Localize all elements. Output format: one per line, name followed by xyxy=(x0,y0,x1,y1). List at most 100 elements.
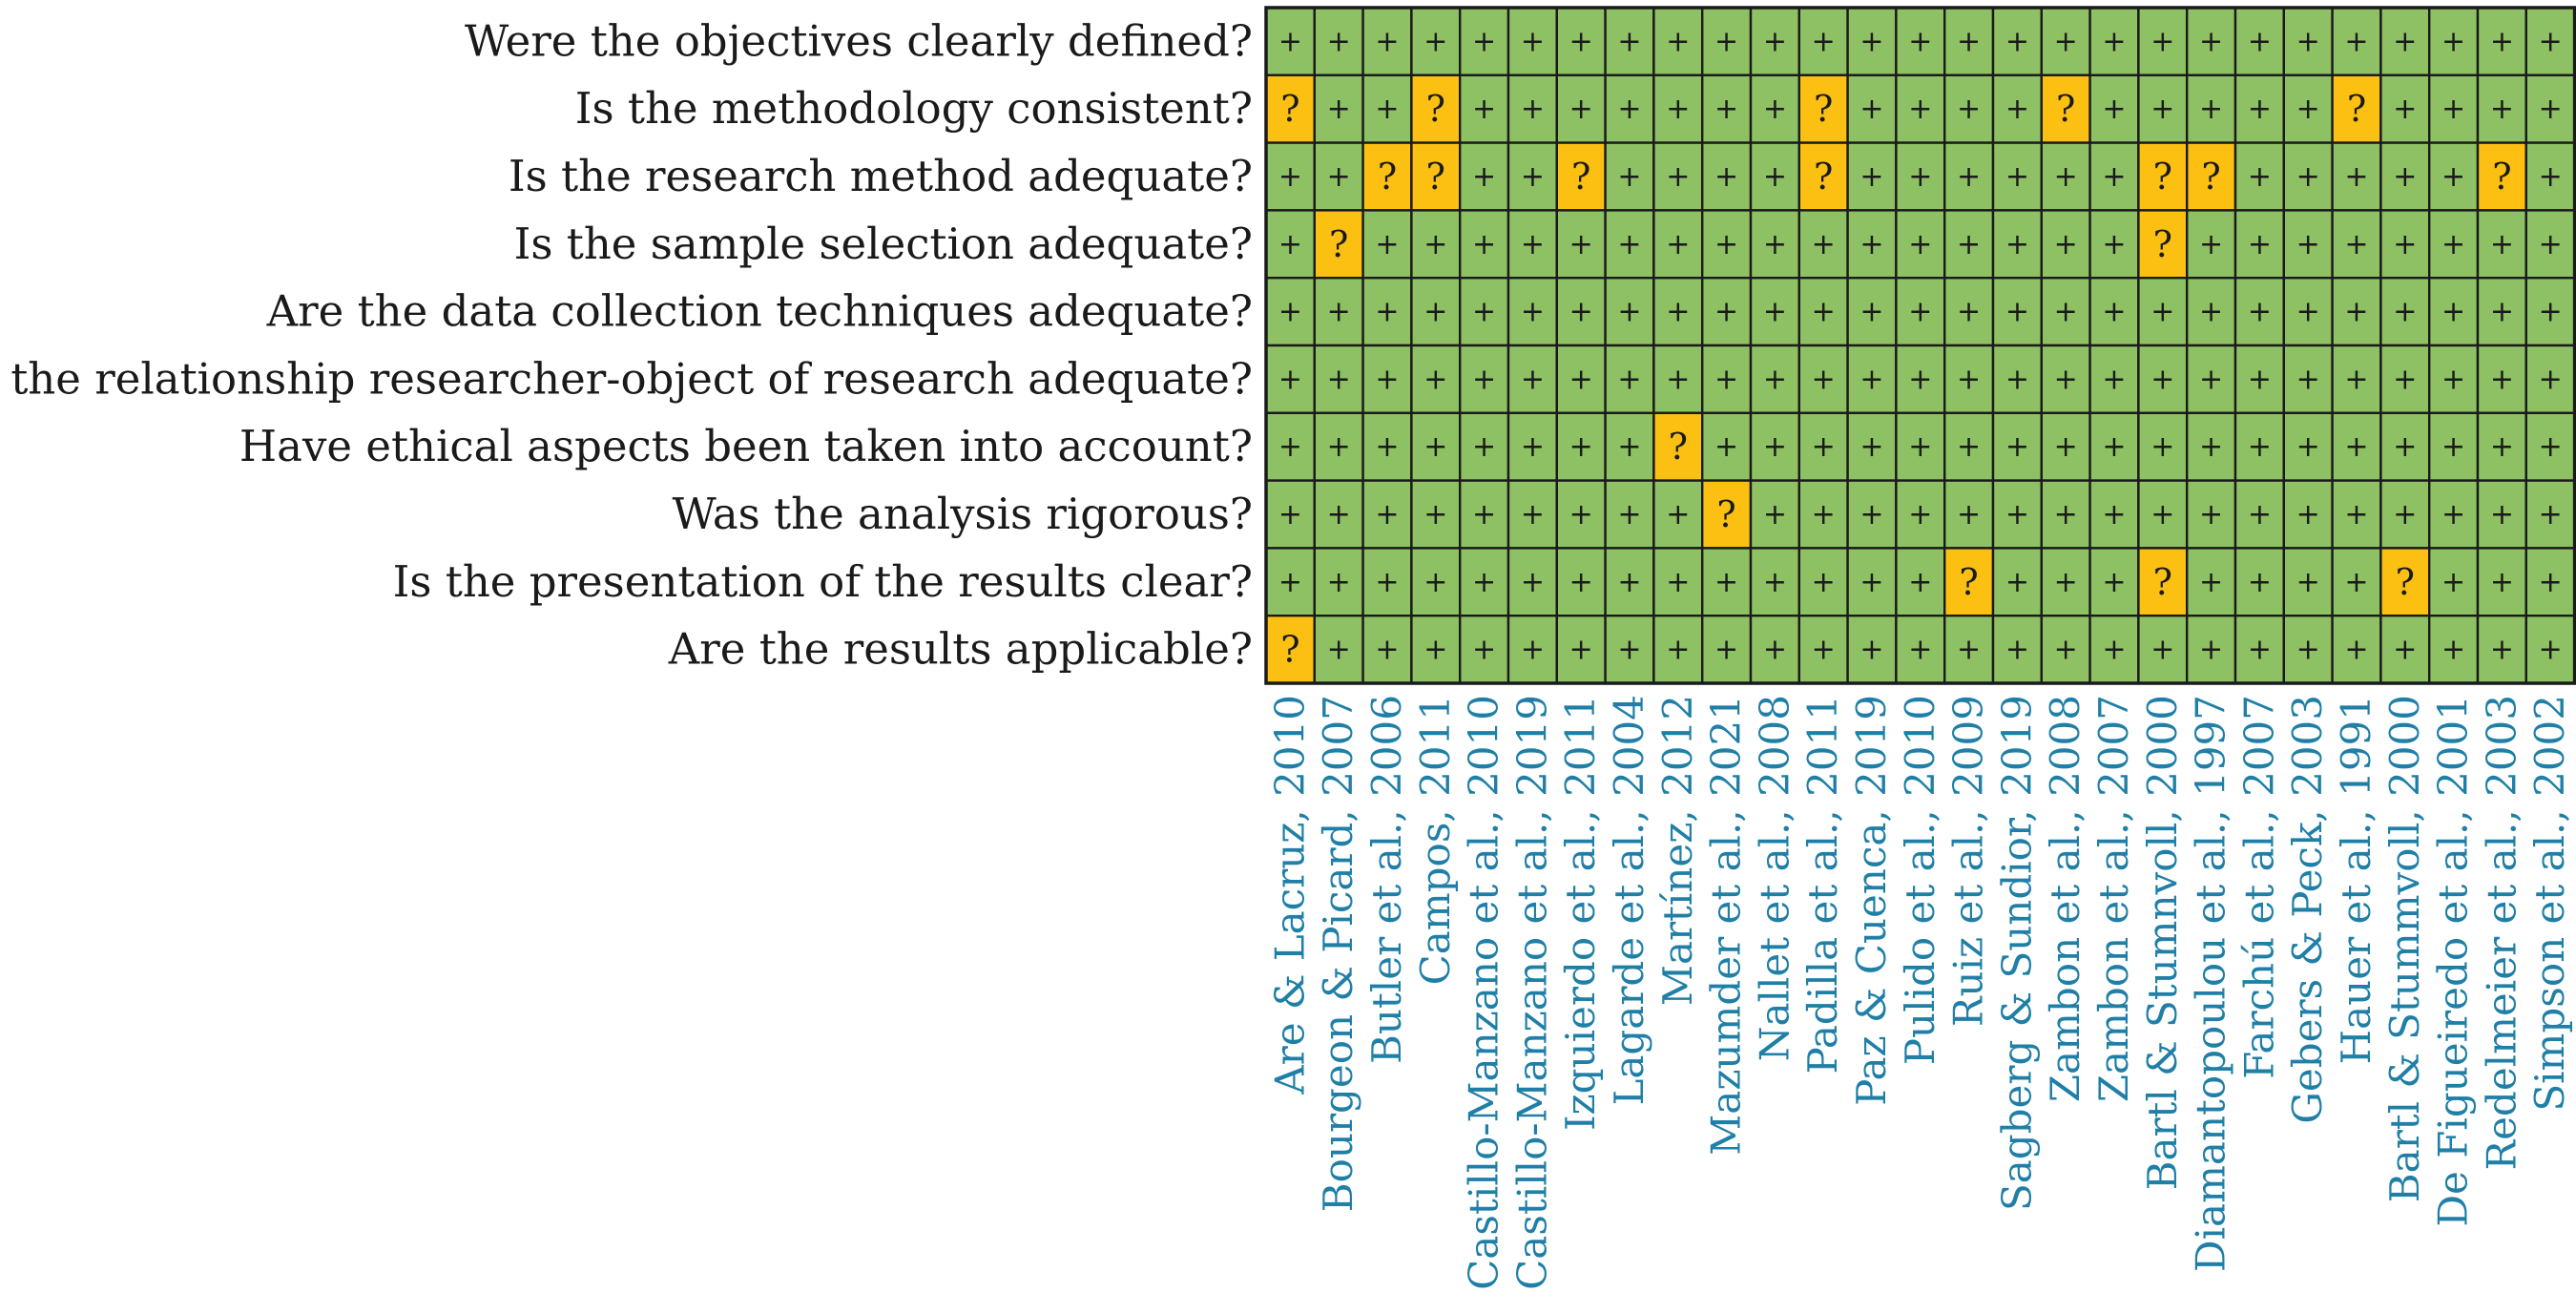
cell-yes xyxy=(2331,277,2382,347)
cell-mark-yes: + xyxy=(1666,25,1690,58)
cell-mark-yes: + xyxy=(1714,634,1738,667)
cell-yes xyxy=(2185,547,2237,617)
cell-mark-yes: + xyxy=(2441,363,2465,396)
cell-yes xyxy=(1895,615,1946,685)
cell-mark-yes: + xyxy=(2054,296,2078,329)
cell-mark-yes: + xyxy=(2490,363,2514,396)
cell-mark-unclear: ? xyxy=(2153,561,2172,603)
cell-yes xyxy=(1895,277,1946,347)
row-label: Was the analysis rigorous? xyxy=(672,489,1253,539)
cell-yes xyxy=(2185,411,2237,482)
cell-mark-yes: + xyxy=(1763,160,1787,194)
column-label: Nallet et al., 2008 xyxy=(1751,695,1797,1061)
cell-unclear xyxy=(1700,479,1753,550)
cell-yes xyxy=(1846,344,1898,415)
cell-mark-yes: + xyxy=(1423,296,1447,329)
cell-mark-yes: + xyxy=(1666,160,1690,194)
cell-mark-yes: + xyxy=(1569,25,1593,58)
cell-yes xyxy=(1313,547,1364,617)
cell-yes xyxy=(1895,141,1946,212)
cell-yes xyxy=(1410,615,1462,685)
cell-mark-yes: + xyxy=(1714,228,1738,261)
cell-yes xyxy=(1846,277,1898,347)
cell-mark-yes: + xyxy=(2150,498,2174,532)
cell-mark-yes: + xyxy=(1859,566,1883,599)
cell-mark-yes: + xyxy=(2248,634,2272,667)
cell-yes xyxy=(1361,547,1413,617)
cell-mark-yes: + xyxy=(1859,634,1883,667)
cell-yes xyxy=(2137,411,2189,482)
cell-mark-yes: + xyxy=(1763,430,1787,464)
cell-yes xyxy=(1942,615,1995,685)
cell-mark-yes: + xyxy=(2539,296,2563,329)
cell-yes xyxy=(1942,209,1995,280)
cell-mark-yes: + xyxy=(1666,566,1690,599)
cell-mark-yes: + xyxy=(2005,296,2029,329)
cell-yes xyxy=(1846,547,1898,617)
cell-mark-yes: + xyxy=(1812,25,1836,58)
cell-mark-yes: + xyxy=(2150,25,2174,58)
column-label: Martínez, 2012 xyxy=(1654,695,1701,1006)
cell-mark-unclear: ? xyxy=(1329,223,1348,265)
cell-mark-yes: + xyxy=(1423,25,1447,58)
cell-mark-yes: + xyxy=(1812,296,1836,329)
cell-mark-yes: + xyxy=(1908,363,1932,396)
cell-mark-yes: + xyxy=(2102,296,2126,329)
cell-yes xyxy=(2379,73,2431,144)
cell-yes xyxy=(1942,141,1995,212)
cell-mark-yes: + xyxy=(1617,296,1641,329)
cell-mark-yes: + xyxy=(1521,93,1545,126)
cell-mark-yes: + xyxy=(2296,25,2320,58)
cell-mark-yes: + xyxy=(1859,25,1883,58)
cell-yes xyxy=(2524,6,2576,77)
cell-yes xyxy=(2331,615,2382,685)
column-label: Gebers & Peck, 2003 xyxy=(2284,695,2331,1124)
cell-mark-yes: + xyxy=(2441,93,2465,126)
cell-yes xyxy=(2331,209,2382,280)
cell-mark-yes: + xyxy=(1327,566,1351,599)
cell-mark-yes: + xyxy=(1714,363,1738,396)
cell-mark-yes: + xyxy=(1859,228,1883,261)
cell-mark-yes: + xyxy=(2441,25,2465,58)
cell-mark-yes: + xyxy=(2539,228,2563,261)
cell-mark-yes: + xyxy=(2150,296,2174,329)
cell-yes xyxy=(2476,73,2527,144)
cell-mark-yes: + xyxy=(1908,430,1932,464)
cell-mark-yes: + xyxy=(1375,430,1399,464)
cell-mark-yes: + xyxy=(1812,634,1836,667)
cell-mark-yes: + xyxy=(2102,160,2126,194)
cell-yes xyxy=(1361,615,1413,685)
cell-mark-yes: + xyxy=(1327,93,1351,126)
cell-mark-yes: + xyxy=(1278,25,1302,58)
column-label: Ruiz et al., 2009 xyxy=(1945,695,1992,1027)
column-label: Bartl & Stummvoll, 2000 xyxy=(2381,695,2428,1202)
cell-mark-yes: + xyxy=(2393,93,2417,126)
cell-unclear xyxy=(1410,73,1462,144)
cell-mark-yes: + xyxy=(1569,93,1593,126)
cell-yes xyxy=(2233,73,2285,144)
cell-mark-yes: + xyxy=(1666,363,1690,396)
cell-mark-yes: + xyxy=(2248,363,2272,396)
cell-mark-yes: + xyxy=(1957,498,1981,532)
cell-yes xyxy=(2040,479,2091,550)
cell-mark-yes: + xyxy=(1521,634,1545,667)
column-label: Bartl & Stumnvoll, 2000 xyxy=(2139,695,2186,1190)
cell-yes xyxy=(1604,344,1655,415)
cell-yes xyxy=(1264,141,1316,212)
cell-yes xyxy=(2040,615,2091,685)
cell-yes xyxy=(1458,479,1510,550)
cell-mark-yes: + xyxy=(2344,228,2368,261)
cell-mark-yes: + xyxy=(1763,296,1787,329)
column-label: Redelmeier et al., 2003 xyxy=(2478,695,2524,1171)
cell-mark-yes: + xyxy=(1278,363,1302,396)
cell-mark-yes: + xyxy=(2102,228,2126,261)
cell-mark-yes: + xyxy=(1617,363,1641,396)
column-label: Paz & Cuenca, 2019 xyxy=(1848,695,1895,1106)
cell-mark-yes: + xyxy=(2490,93,2514,126)
cell-mark-yes: + xyxy=(2490,566,2514,599)
cell-mark-yes: + xyxy=(2248,498,2272,532)
cell-mark-yes: + xyxy=(2054,228,2078,261)
cell-mark-yes: + xyxy=(1327,634,1351,667)
cell-mark-yes: + xyxy=(2102,498,2126,532)
cell-mark-yes: + xyxy=(1763,25,1787,58)
